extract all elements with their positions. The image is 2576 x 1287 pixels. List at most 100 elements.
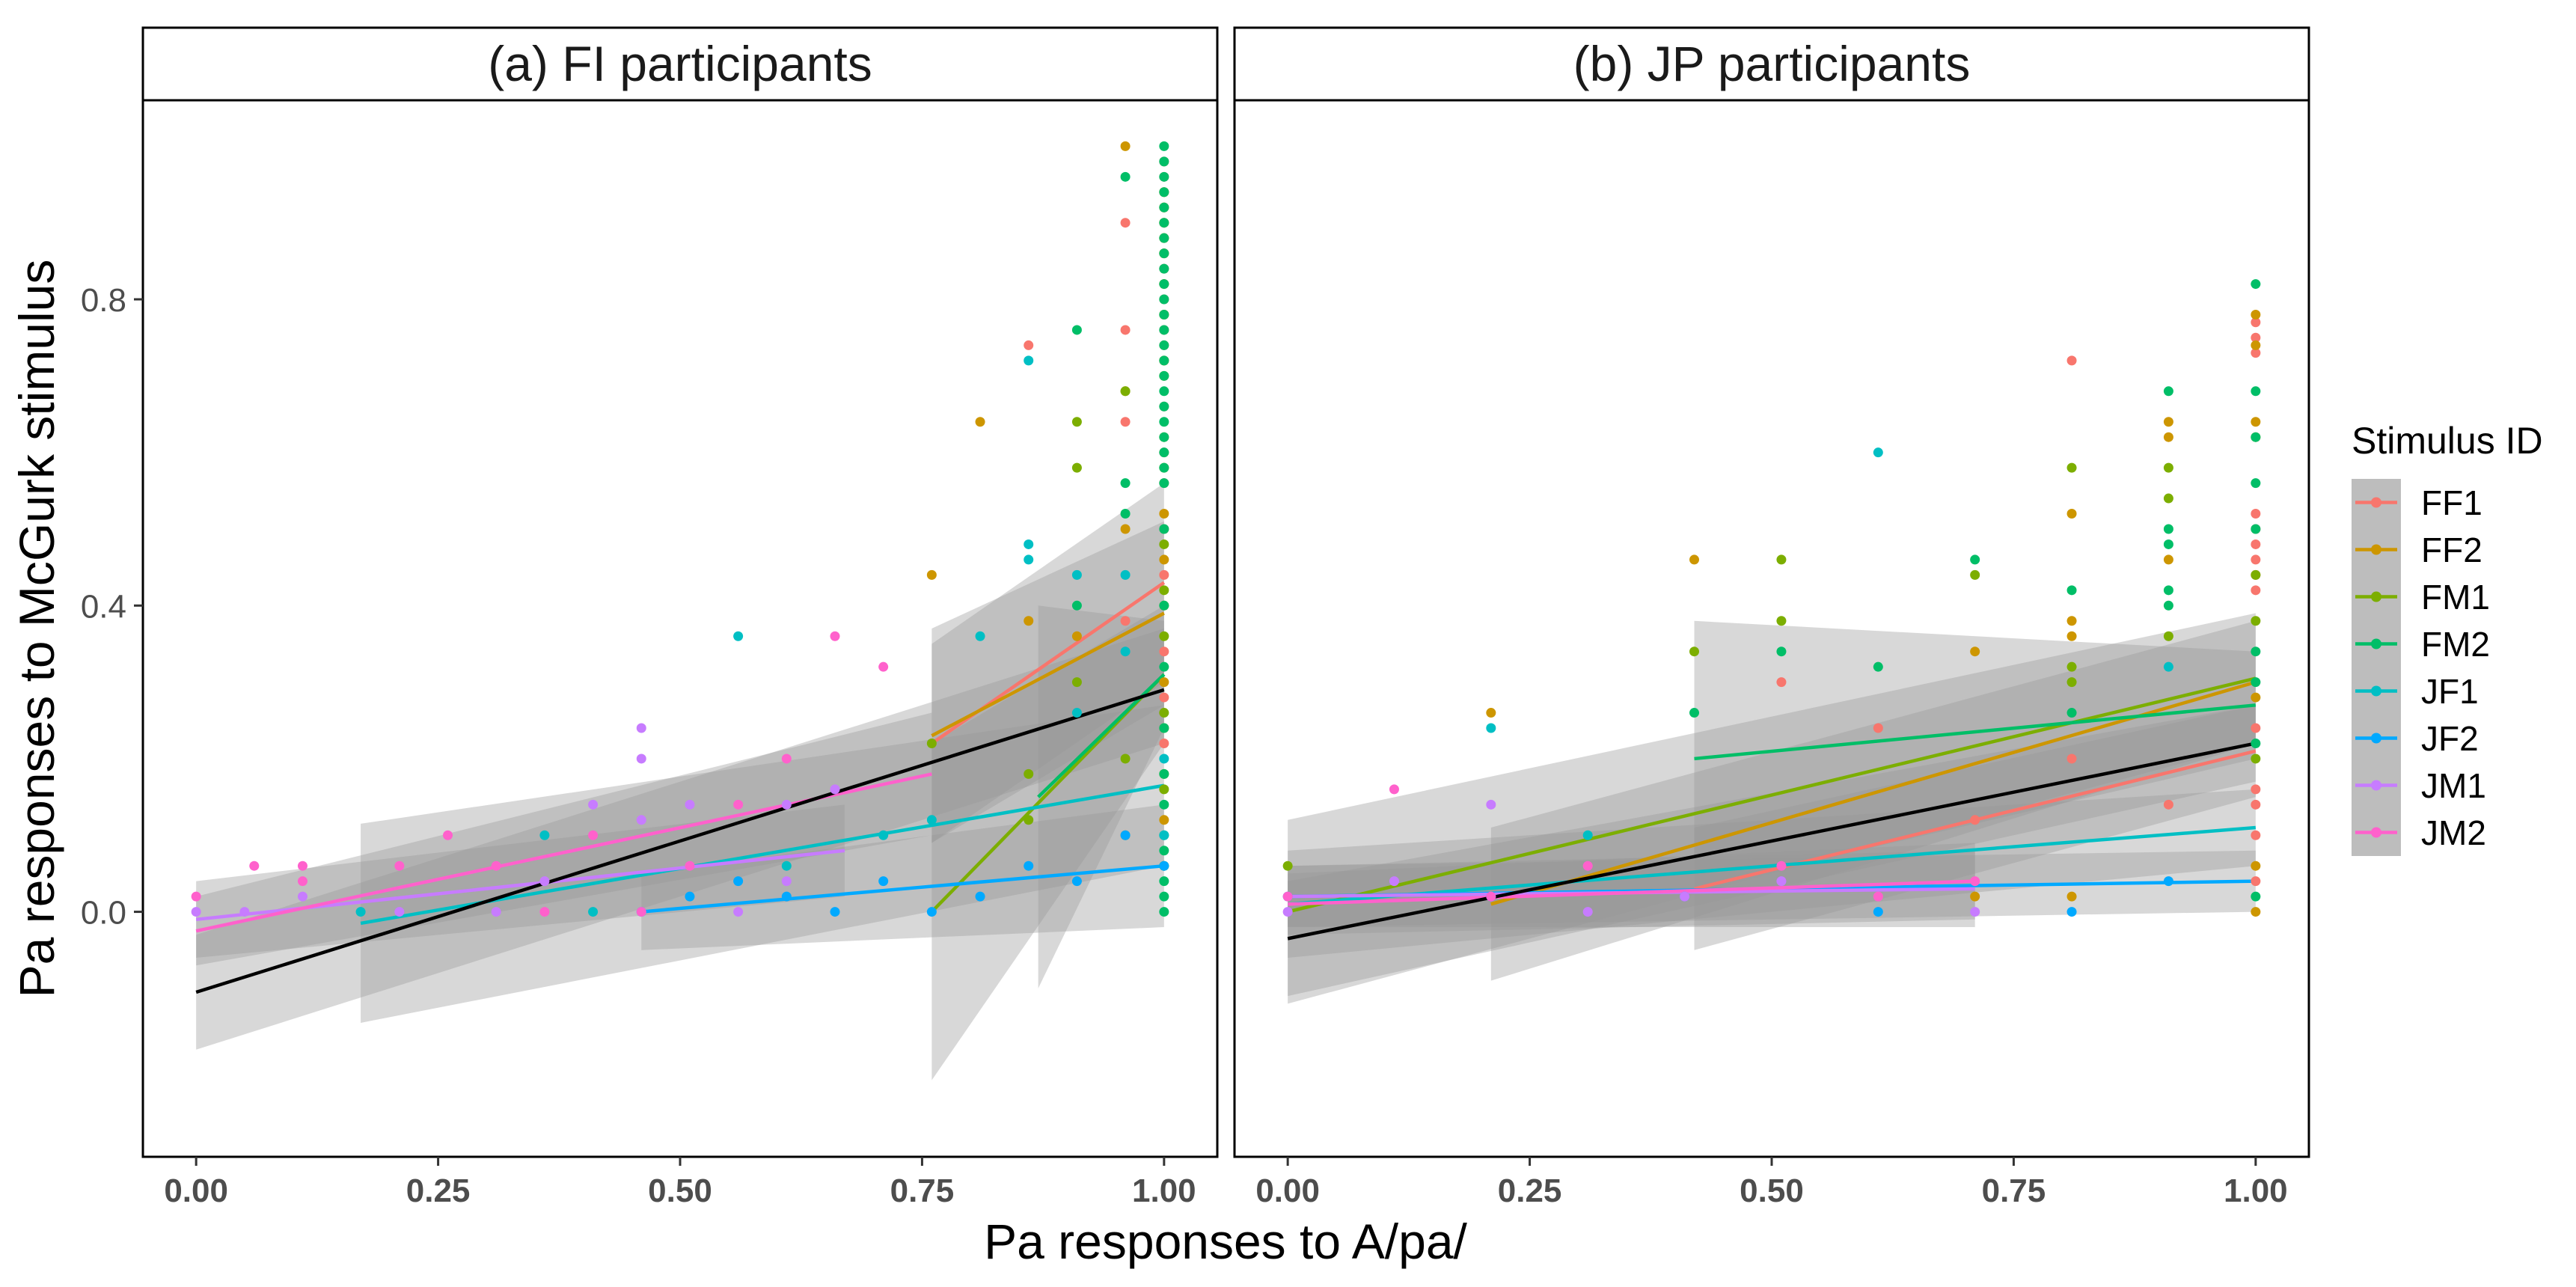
- point-fm2: [1970, 554, 1980, 565]
- y-axis-title: Pa responses to McGurk stimulus: [9, 260, 64, 998]
- point-jf2: [2163, 876, 2173, 887]
- point-fm2: [2163, 524, 2173, 534]
- point-fm2: [1159, 661, 1169, 672]
- point-jm2: [1282, 891, 1293, 902]
- point-fm2: [1159, 233, 1169, 243]
- point-jf1: [1486, 723, 1496, 733]
- point-jm2: [297, 876, 308, 887]
- ci-ribbon-jm2: [1288, 843, 1975, 935]
- point-jf2: [1120, 830, 1131, 840]
- y-tick-label: 0.4: [81, 588, 126, 625]
- point-fm2: [2251, 738, 2261, 748]
- point-ff2: [2251, 860, 2261, 871]
- point-jf2: [1159, 860, 1169, 871]
- fit-line-ff2: [931, 611, 1165, 738]
- point-jf1: [588, 907, 599, 917]
- point-fm2: [2251, 386, 2261, 397]
- point-jm1: [1389, 876, 1399, 887]
- point-fm2: [2251, 677, 2261, 688]
- point-fm1: [1024, 768, 1034, 779]
- point-jf1: [926, 815, 937, 825]
- point-ff2: [2066, 891, 2077, 902]
- point-ff1: [1873, 723, 1883, 733]
- point-fm2: [2066, 585, 2077, 596]
- legend-key-point: [2371, 544, 2381, 555]
- strip-box-jp: [1233, 26, 2310, 102]
- point-fm2: [1159, 279, 1169, 290]
- point-ff1: [1159, 569, 1169, 580]
- point-fm1: [1776, 616, 1787, 626]
- x-tick-label: 0.00: [164, 1173, 228, 1209]
- point-fm2: [2251, 432, 2261, 442]
- ci-ribbon-jm2: [196, 712, 932, 966]
- x-tick-label: 1.00: [1132, 1173, 1196, 1209]
- fit-line-jm2: [1288, 879, 1975, 906]
- point-ff1: [2251, 332, 2261, 343]
- point-fm2: [1159, 524, 1169, 534]
- point-jf1: [1582, 830, 1593, 840]
- point-fm1: [1120, 753, 1131, 764]
- point-jm2: [1873, 891, 1883, 902]
- point-jm2: [1486, 891, 1496, 902]
- point-ff1: [2251, 539, 2261, 549]
- point-ff1: [2251, 799, 2261, 810]
- point-fm2: [1120, 171, 1131, 182]
- point-ff1: [1776, 677, 1787, 688]
- x-axis-title: Pa responses to A/pa/: [984, 1214, 1467, 1269]
- point-jm1: [297, 891, 308, 902]
- point-ff2: [1120, 524, 1131, 534]
- y-tick-label: 0.0: [81, 895, 126, 932]
- x-tick-label: 0.50: [648, 1173, 712, 1209]
- point-fm2: [1159, 309, 1169, 320]
- point-ff1: [1120, 218, 1131, 228]
- point-jm2: [1389, 784, 1399, 795]
- point-fm2: [1159, 187, 1169, 198]
- point-jm2: [685, 860, 695, 871]
- point-ff1: [2251, 554, 2261, 565]
- point-jm1: [588, 799, 599, 810]
- legend-label: JF2: [2421, 719, 2479, 758]
- point-jm2: [878, 661, 889, 672]
- point-fm2: [2066, 708, 2077, 718]
- point-fm2: [1159, 340, 1169, 350]
- point-ff1: [1120, 417, 1131, 427]
- point-fm2: [1159, 263, 1169, 274]
- y-tick-label: 0.8: [81, 282, 126, 319]
- point-fm2: [1120, 509, 1131, 519]
- point-jf1: [1120, 569, 1131, 580]
- point-jf1: [1024, 554, 1034, 565]
- point-ff2: [2251, 417, 2261, 427]
- point-jf1: [539, 830, 550, 840]
- point-jm2: [1776, 860, 1787, 871]
- panel-fi-participants: (a) FI participants 0.00 0.25 0.50 0.75 1.00…: [81, 26, 1219, 1209]
- legend-key-point: [2371, 780, 2381, 791]
- point-fm2: [1159, 171, 1169, 182]
- point-fm1: [2066, 661, 2077, 672]
- point-jf2: [1071, 876, 1082, 887]
- point-fm1: [1689, 646, 1700, 657]
- ci-ribbon-fm1: [931, 605, 1164, 1080]
- x-tick-label: 0.50: [1740, 1173, 1804, 1209]
- point-fm2: [1159, 417, 1169, 427]
- point-jf1: [1159, 830, 1169, 840]
- point-fm2: [1159, 432, 1169, 442]
- point-fm2: [2163, 386, 2173, 397]
- point-ff2: [2251, 309, 2261, 320]
- point-jm2: [491, 860, 501, 871]
- point-jf1: [2163, 661, 2173, 672]
- ci-ribbon-fm2: [1694, 620, 2256, 889]
- point-jm2: [539, 907, 550, 917]
- point-ff1: [1120, 616, 1131, 626]
- point-fm2: [1159, 907, 1169, 917]
- point-jm2: [636, 907, 646, 917]
- point-ff2: [1120, 141, 1131, 151]
- point-fm2: [2251, 891, 2261, 902]
- legend-label: JM1: [2421, 766, 2486, 805]
- legend-item-fm1: FM1: [2352, 573, 2490, 620]
- point-fm2: [1776, 646, 1787, 657]
- point-fm1: [1071, 417, 1082, 427]
- point-jm1: [1582, 907, 1593, 917]
- point-jm1: [685, 799, 695, 810]
- point-ff2: [2163, 417, 2173, 427]
